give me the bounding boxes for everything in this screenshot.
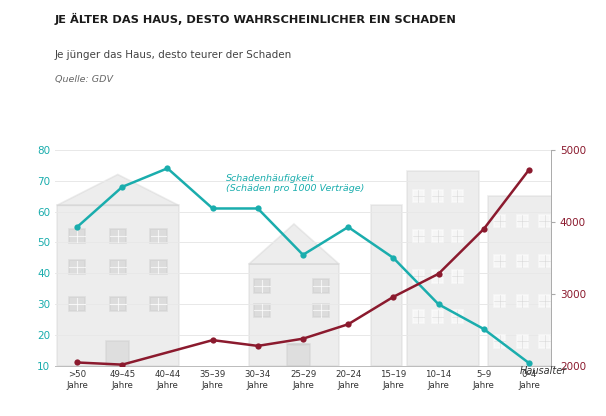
Bar (494, 255, 505, 267)
Bar (539, 255, 550, 267)
Bar (413, 230, 424, 243)
Bar (313, 279, 329, 292)
Bar (407, 171, 479, 366)
Bar (150, 230, 167, 243)
Bar (517, 255, 527, 267)
Bar (313, 304, 329, 317)
Bar (452, 230, 463, 243)
Bar (452, 190, 463, 202)
Bar (69, 260, 85, 274)
Text: Schadenhäufigkeit
(Schäden pro 1000 Verträge): Schadenhäufigkeit (Schäden pro 1000 Vert… (226, 173, 365, 193)
Bar (249, 264, 339, 366)
Bar (254, 279, 270, 292)
Bar (150, 297, 167, 311)
Text: JE ÄLTER DAS HAUS, DESTO WAHRSCHEINLICHER EIN SCHADEN: JE ÄLTER DAS HAUS, DESTO WAHRSCHEINLICHE… (55, 12, 456, 25)
Bar (494, 295, 505, 307)
Bar (57, 206, 179, 366)
Bar (110, 260, 126, 274)
Bar (150, 260, 167, 274)
Text: Quelle: GDV: Quelle: GDV (55, 75, 113, 84)
Bar (110, 230, 126, 243)
Bar (432, 310, 443, 323)
Bar (517, 295, 527, 307)
Bar (452, 310, 463, 323)
Bar (517, 215, 527, 227)
Circle shape (287, 344, 310, 345)
Bar (254, 304, 270, 317)
Bar (371, 206, 402, 366)
Bar (69, 297, 85, 311)
Bar (488, 196, 570, 366)
Bar (539, 295, 550, 307)
Bar (413, 270, 424, 282)
Bar (539, 335, 550, 347)
Text: Hausalter: Hausalter (519, 366, 567, 376)
Bar (452, 270, 463, 282)
Bar (494, 335, 505, 347)
Bar (494, 215, 505, 227)
Bar (432, 230, 443, 243)
Polygon shape (57, 174, 179, 206)
Bar (107, 342, 129, 366)
Bar (287, 344, 310, 366)
Bar (517, 335, 527, 347)
Bar (432, 190, 443, 202)
Bar (110, 297, 126, 311)
Bar (432, 270, 443, 282)
Polygon shape (249, 224, 339, 264)
Bar (413, 190, 424, 202)
Bar (413, 310, 424, 323)
Bar (69, 230, 85, 243)
Text: Je jünger das Haus, desto teurer der Schaden: Je jünger das Haus, desto teurer der Sch… (55, 50, 292, 60)
Text: Schadendurchschnitt
(in Euro): Schadendurchschnitt (in Euro) (0, 415, 1, 416)
Bar (539, 215, 550, 227)
